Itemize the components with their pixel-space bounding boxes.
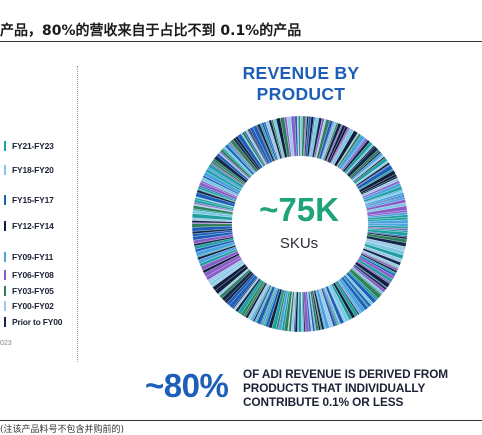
page-title: 产品，80%的营收来自于占比不到 0.1%的产品 bbox=[0, 23, 302, 39]
legend-swatch bbox=[4, 301, 6, 311]
legend-swatch bbox=[4, 221, 6, 231]
footer-divider bbox=[0, 420, 482, 421]
legend-swatch bbox=[4, 286, 6, 296]
legend-swatch bbox=[4, 270, 6, 280]
legend-item: FY12-FY14 bbox=[4, 220, 54, 232]
legend-item: FY09-FY11 bbox=[4, 251, 54, 263]
legend-label: FY15-FY17 bbox=[12, 195, 54, 205]
stat-line: PRODUCTS THAT INDIVIDUALLY bbox=[243, 381, 426, 395]
legend-item: FY15-FY17 bbox=[4, 194, 54, 206]
center-sku-count: ~75K bbox=[259, 191, 339, 228]
revenue-share-stat: ~80% bbox=[145, 367, 229, 404]
legend-item: FY06-FY08 bbox=[4, 269, 54, 281]
legend-item: FY03-FY05 bbox=[4, 285, 54, 297]
center-sku-unit: SKUs bbox=[279, 235, 319, 252]
stat-line: CONTRIBUTE 0.1% OR LESS bbox=[243, 395, 404, 409]
legend-label: FY03-FY05 bbox=[12, 286, 54, 296]
donut-slice bbox=[298, 115, 301, 157]
legend-swatch bbox=[4, 141, 6, 151]
header-divider bbox=[0, 41, 482, 42]
legend-swatch bbox=[4, 195, 6, 205]
legend-item: FY00-FY02 bbox=[4, 300, 54, 312]
legend-item: Prior to FY00 bbox=[4, 316, 63, 328]
legend-item: FY18-FY20 bbox=[4, 164, 54, 176]
stat-line: OF ADI REVENUE IS DERIVED FROM bbox=[243, 367, 448, 381]
chart-title: REVENUE BY PRODUCT bbox=[242, 63, 360, 104]
left-footnote: 023 bbox=[0, 340, 12, 347]
legend-swatch bbox=[4, 252, 6, 262]
dotted-divider bbox=[77, 66, 78, 362]
bottom-note: (注该产品料号不包含并购前的) bbox=[0, 425, 125, 435]
legend-swatch bbox=[4, 165, 6, 175]
legend-swatch bbox=[4, 317, 6, 327]
legend-item: FY21-FY23 bbox=[4, 140, 54, 152]
legend-label: Prior to FY00 bbox=[12, 317, 63, 327]
revenue-share-description: OF ADI REVENUE IS DERIVED FROM PRODUCTS … bbox=[243, 367, 479, 409]
legend-label: FY09-FY11 bbox=[12, 252, 54, 262]
legend-label: FY12-FY14 bbox=[12, 221, 54, 231]
legend-label: FY00-FY02 bbox=[12, 301, 54, 311]
legend-label: FY18-FY20 bbox=[12, 165, 54, 175]
legend-label: FY06-FY08 bbox=[12, 270, 54, 280]
donut-chart bbox=[191, 115, 409, 333]
legend-label: FY21-FY23 bbox=[12, 141, 54, 151]
